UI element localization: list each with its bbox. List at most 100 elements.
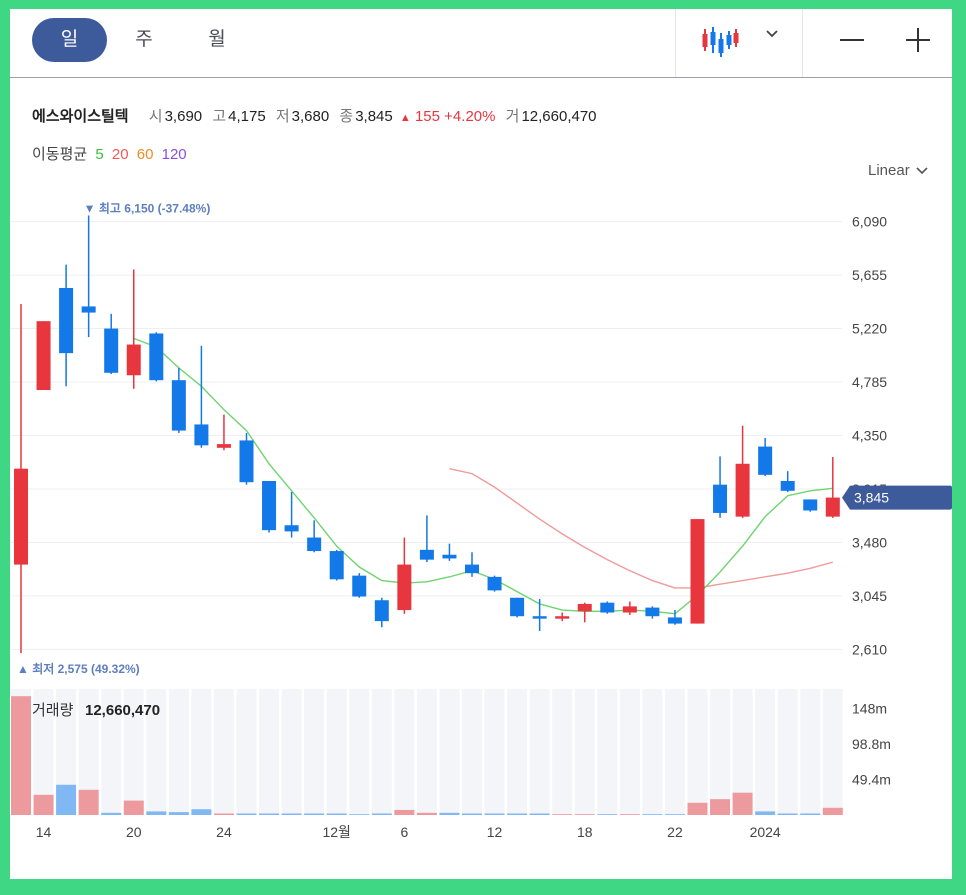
y-tick-label: 2,610	[852, 641, 887, 657]
volume-column-bg	[777, 689, 798, 815]
volume-bar	[755, 811, 776, 815]
min-price-label: ▲ 최저 2,575 (49.32%)	[17, 661, 140, 676]
volume-bar	[371, 813, 392, 815]
y-tick-label: 3,480	[852, 534, 887, 550]
x-tick-label: 22	[667, 824, 683, 840]
volume-column-bg	[552, 689, 573, 815]
y-tick-label: 6,090	[852, 214, 887, 230]
volume-bar	[349, 814, 370, 815]
volume-bar	[33, 794, 54, 815]
close-value: 3,845	[355, 108, 393, 125]
candle-body	[713, 484, 728, 513]
volume-column-bg	[191, 689, 212, 815]
price-chart[interactable]: 6,0905,6555,2204,7854,3503,9153,4803,045…	[10, 9, 952, 879]
ma-60-toggle[interactable]: 60	[136, 146, 154, 163]
volume-column-bg	[462, 689, 482, 815]
volume-column-bg	[168, 689, 189, 815]
candle-body	[81, 306, 96, 313]
x-tick-label: 14	[36, 824, 52, 840]
current-price-tag	[842, 485, 952, 510]
volume-column-bg	[484, 689, 505, 815]
max-price-label: ▼ 최고 6,150 (-37.48%)	[84, 200, 211, 215]
volume-column-bg	[822, 689, 843, 815]
x-tick-label: 20	[126, 824, 142, 840]
volume-title: 거래량	[32, 702, 74, 719]
volume-bar	[168, 812, 189, 815]
chevron-down-icon	[916, 167, 928, 175]
high-label: 고	[212, 108, 227, 125]
volume-column-bg	[439, 689, 460, 815]
volume-column-bg	[642, 689, 663, 815]
candle-body	[622, 606, 637, 613]
volume-bar	[462, 813, 482, 815]
volume-bar	[574, 814, 595, 815]
volume-bar	[484, 813, 505, 815]
x-tick-label: 12	[487, 824, 503, 840]
candle-body	[645, 607, 660, 617]
tab-daily[interactable]: 일	[32, 18, 107, 62]
volume-total: 12,660,470	[85, 702, 160, 719]
volume-bar	[11, 696, 31, 815]
candle-body	[487, 576, 502, 591]
volume-column-bg	[213, 689, 234, 815]
volume-tick-label: 148m	[852, 700, 887, 716]
candle-body	[14, 468, 28, 565]
volume-bar	[800, 813, 821, 815]
ma-120-toggle[interactable]: 120	[161, 146, 187, 163]
candle-body	[149, 333, 164, 381]
volume-bar	[123, 800, 144, 815]
chart-panel: 일 주 월 에스와이스틸텍 시 3,690 고 4,1	[10, 9, 952, 879]
candle-body	[419, 549, 434, 560]
volume-column-bg	[56, 689, 77, 815]
x-tick-label: 6	[400, 824, 408, 840]
volume-column-bg	[281, 689, 302, 815]
volume-bar	[416, 812, 437, 815]
candle-body	[307, 537, 322, 552]
scale-selector[interactable]: Linear	[868, 162, 928, 179]
current-price-label: 3,845	[854, 490, 889, 506]
ma-20-toggle[interactable]: 20	[111, 146, 129, 163]
volume-bar	[146, 811, 167, 815]
tab-monthly[interactable]: 월	[208, 29, 226, 50]
candle-body	[104, 328, 119, 373]
candle-body	[262, 480, 277, 531]
volume-column-bg	[146, 689, 167, 815]
volume-column-bg	[349, 689, 370, 815]
volume-column-bg	[236, 689, 257, 815]
zoom-in-icon[interactable]	[904, 26, 932, 54]
volume-column-bg	[732, 689, 753, 815]
volume-bar	[619, 814, 640, 815]
volume-column-bg	[123, 689, 144, 815]
candle-body	[600, 602, 615, 613]
y-tick-label: 5,220	[852, 321, 887, 337]
volume-column-bg	[101, 689, 122, 815]
volume-column-bg	[33, 689, 54, 815]
moving-average-label: 이동평균	[32, 146, 88, 163]
volume-bar	[822, 807, 843, 815]
chevron-down-icon[interactable]	[765, 27, 779, 41]
candlestick-icon[interactable]	[700, 23, 740, 59]
y-tick-label: 5,655	[852, 267, 887, 283]
volume-bar	[281, 813, 302, 815]
candle-body	[239, 440, 254, 483]
y-tick-label: 4,350	[852, 428, 887, 444]
x-tick-label: 18	[577, 824, 593, 840]
volume-bar	[710, 799, 731, 815]
volume-value: 12,660,470	[521, 108, 597, 125]
volume-column-bg	[710, 689, 731, 815]
candle-body	[803, 499, 818, 511]
tab-weekly[interactable]: 주	[135, 29, 153, 50]
volume-column-bg	[529, 689, 550, 815]
candle-body	[690, 519, 705, 624]
candle-body	[352, 575, 367, 597]
candle-body	[442, 554, 457, 559]
ma-5-toggle[interactable]: 5	[95, 146, 104, 163]
volume-column-bg	[78, 689, 99, 815]
zoom-out-icon[interactable]	[838, 26, 866, 54]
open-label: 시	[148, 108, 163, 125]
volume-column-bg	[394, 689, 415, 815]
volume-column-bg	[687, 689, 708, 815]
candle-body	[758, 446, 773, 475]
volume-bar	[664, 814, 685, 815]
candle-body	[735, 463, 750, 517]
